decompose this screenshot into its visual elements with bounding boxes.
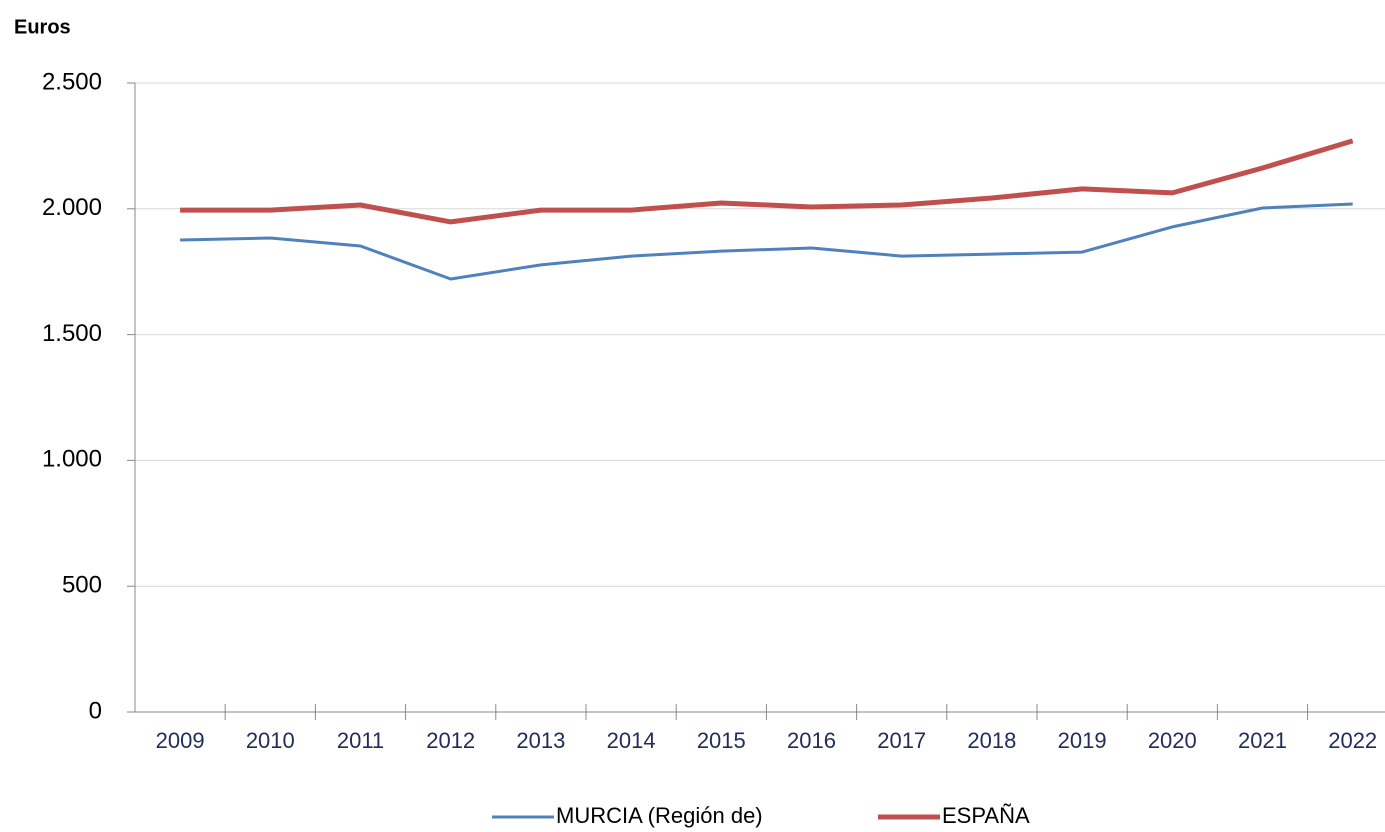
legend-label: MURCIA (Región de) <box>556 803 763 828</box>
x-tick-label: 2019 <box>1058 728 1107 753</box>
x-tick-label: 2013 <box>516 728 565 753</box>
y-axis-label: Euros <box>14 16 71 38</box>
x-tick-label: 2017 <box>877 728 926 753</box>
line-series <box>180 202 1353 281</box>
y-tick-label: 1.500 <box>42 320 102 347</box>
x-tick-label: 2015 <box>697 728 746 753</box>
y-tick-label: 2.000 <box>42 194 102 221</box>
x-tick-label: 2018 <box>967 728 1016 753</box>
x-tick-label: 2016 <box>787 728 836 753</box>
x-tick-label: 2020 <box>1148 728 1197 753</box>
y-tick-label: 500 <box>62 572 102 599</box>
x-tick-label: 2011 <box>337 728 384 753</box>
legend-label: ESPAÑA <box>942 803 1030 828</box>
x-tick-label: 2014 <box>607 728 656 753</box>
y-tick-label: 2.500 <box>42 68 102 95</box>
y-tick-label: 1.000 <box>42 446 102 473</box>
x-tick-label: 2010 <box>246 728 295 753</box>
x-tick-label: 2009 <box>156 728 205 753</box>
y-tick-label: 0 <box>89 697 102 724</box>
line-series <box>180 138 1354 225</box>
x-tick-label: 2012 <box>426 728 475 753</box>
x-tick-label: 2021 <box>1238 728 1287 753</box>
x-tick-label: 2022 <box>1328 728 1377 753</box>
